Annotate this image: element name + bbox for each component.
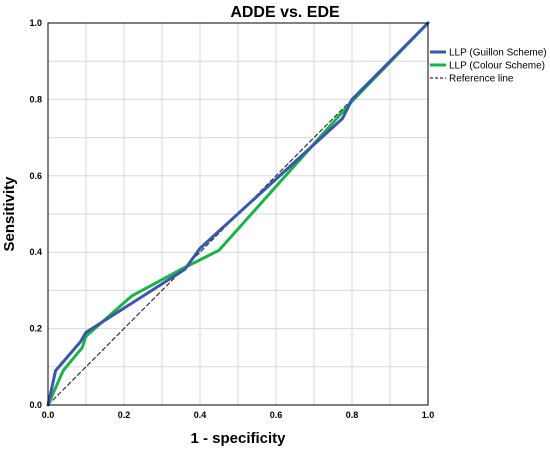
y-axis-label: Sensitivity <box>1 176 18 252</box>
legend-label: Reference line <box>449 74 514 85</box>
x-tick-label: 0.6 <box>270 410 283 420</box>
x-tick-label: 0.8 <box>346 410 359 420</box>
x-tick-label: 0.2 <box>118 410 131 420</box>
legend-label: LLP (Colour Scheme) <box>449 61 545 72</box>
y-tick-label: 1.0 <box>29 18 42 28</box>
legend: LLP (Guillon Scheme) LLP (Colour Scheme) R… <box>430 48 547 85</box>
chart-title: ADDE vs. EDE <box>230 4 340 21</box>
plot-frame <box>47 22 429 406</box>
y-tick-label: 0.0 <box>29 400 42 410</box>
x-tick-label: 0.0 <box>42 410 55 420</box>
y-tick-label: 0.4 <box>29 247 42 257</box>
x-tick-label: 0.4 <box>194 410 207 420</box>
y-tick-label: 0.6 <box>29 171 42 181</box>
y-tick-label: 0.2 <box>29 324 42 334</box>
series-line-llp-guillon-scheme <box>46 21 430 407</box>
tick-labels: 0.0 0.2 0.4 0.6 0.8 1.0 0.0 0.2 0.4 0.6 0.8 1.0 <box>29 18 434 420</box>
legend-label: LLP (Guillon Scheme) <box>449 48 547 59</box>
x-tick-label: 1.0 <box>422 410 435 420</box>
grid <box>48 23 428 405</box>
plot-series <box>46 21 430 407</box>
y-tick-label: 0.8 <box>29 94 42 104</box>
x-axis-label: 1 - specificity <box>190 430 286 447</box>
